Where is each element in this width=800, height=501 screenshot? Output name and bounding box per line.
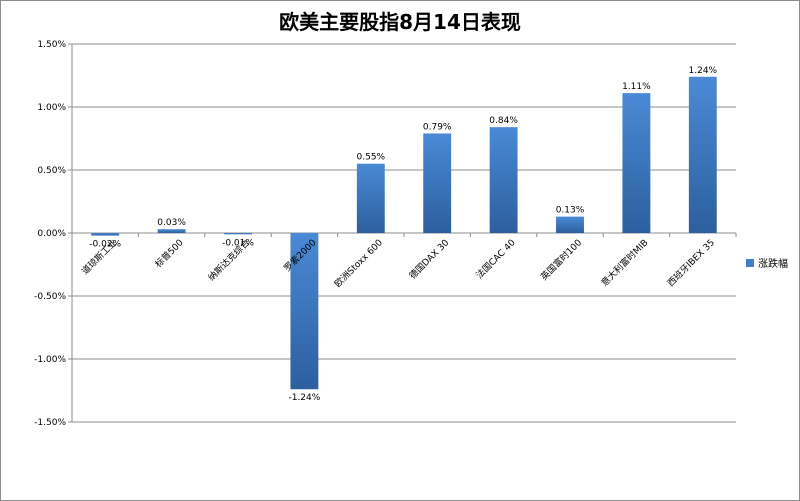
y-tick-label: -1.00%	[34, 355, 66, 365]
data-label: 1.11%	[622, 82, 651, 92]
bar	[224, 233, 252, 235]
data-label: 1.24%	[689, 66, 718, 76]
bar	[688, 76, 717, 233]
y-tick-label: 0.50%	[37, 166, 66, 176]
data-label: 0.79%	[423, 122, 452, 132]
legend-swatch	[746, 259, 754, 267]
category-label: 西班牙IBEX 35	[665, 237, 717, 289]
data-label: 0.55%	[357, 153, 386, 163]
y-tick-label: -0.50%	[34, 292, 66, 302]
y-tick-label: 1.00%	[37, 103, 66, 113]
data-label: 0.84%	[489, 116, 518, 126]
bar	[290, 233, 319, 390]
labels: -1.50% -1.00% -0.50% 0.00% 0.50% 1.00% 1.50% -0…	[34, 40, 717, 428]
category-label: 标普500	[152, 236, 186, 270]
category-label: 欧洲Stoxx 600	[332, 236, 385, 289]
data-label: -0.02%	[89, 240, 121, 250]
bar	[556, 216, 584, 233]
data-label: -1.24%	[288, 393, 320, 403]
y-tick-label: 0.00%	[37, 229, 66, 239]
bar	[157, 229, 186, 233]
category-label: 法国CAC 40	[473, 236, 518, 281]
data-label: -0.01%	[222, 238, 254, 248]
category-label: 英国富时100	[538, 236, 584, 282]
legend: 涨跌幅	[746, 257, 788, 270]
legend-label: 涨跌幅	[758, 257, 788, 270]
bar	[356, 163, 385, 233]
y-tick-label: -1.50%	[34, 418, 66, 428]
chart-title: 欧美主要股指8月14日表现	[279, 10, 521, 34]
category-label: 德国DAX 30	[406, 236, 451, 281]
bar	[489, 127, 518, 233]
bar	[622, 93, 651, 233]
y-tick-label: 1.50%	[37, 40, 66, 50]
bars	[91, 76, 717, 390]
bar	[91, 233, 120, 236]
data-label: 0.13%	[556, 206, 585, 216]
category-label: 意大利富时MIB	[598, 237, 650, 289]
bar	[423, 133, 452, 233]
data-label: 0.03%	[157, 218, 186, 228]
